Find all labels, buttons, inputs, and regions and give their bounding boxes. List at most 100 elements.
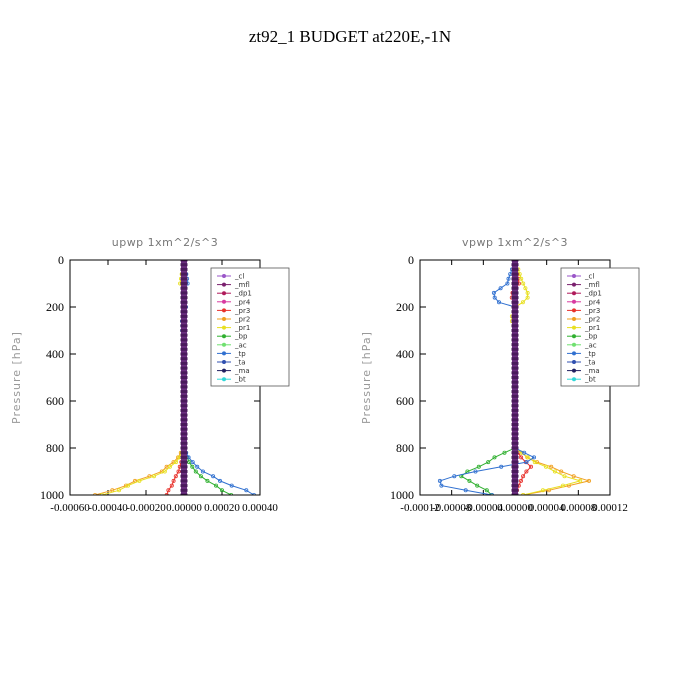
zero-series-marker — [180, 371, 188, 375]
x-tick-label: -0.00060 — [50, 502, 90, 514]
zero-series-marker — [511, 474, 519, 478]
legend-label: _pr4 — [584, 298, 601, 306]
y-tick-label: 0 — [58, 253, 64, 267]
series-line-pr2 — [94, 260, 185, 495]
legend-label: _pr2 — [584, 316, 600, 324]
series-point — [498, 286, 503, 291]
zero-series-marker — [180, 333, 188, 337]
series-point — [519, 276, 524, 281]
series-point — [561, 483, 566, 488]
zero-series-marker — [180, 338, 188, 342]
legend-swatch-marker — [572, 291, 576, 296]
zero-series-marker — [180, 470, 188, 473]
legend-label: _pr3 — [584, 307, 600, 315]
legend: _cl_mfl_dp1_pr4_pr3_pr2_pr1_bp_ac_tp_ta_… — [560, 267, 640, 387]
series-point — [217, 478, 222, 483]
y-tick-label: 200 — [46, 300, 64, 314]
series-point — [476, 464, 481, 469]
zero-series-marker — [511, 267, 519, 271]
zero-series-marker — [511, 286, 519, 290]
legend-label: _pr1 — [584, 324, 600, 332]
zero-series-marker — [180, 314, 188, 318]
series-markers-pr1 — [100, 262, 188, 495]
x-tick-label: 0.00004 — [529, 502, 565, 514]
series-markers-pr2 — [519, 450, 592, 495]
series-point — [198, 474, 203, 479]
legend-label: _bt — [584, 376, 596, 384]
zero-series-marker — [180, 291, 188, 295]
legend-swatch-marker — [222, 317, 226, 321]
zero-series-marker — [511, 357, 519, 361]
zero-series-marker — [180, 394, 188, 398]
series-point — [213, 483, 218, 488]
legend-label: _pr4 — [234, 298, 251, 306]
zero-series-marker — [511, 272, 519, 276]
zero-series-marker — [511, 479, 519, 483]
x-tick-label: -0.00012 — [400, 502, 439, 514]
x-tick-label: -0.00020 — [126, 502, 166, 514]
series-point — [587, 478, 592, 483]
zero-series-marker — [511, 319, 519, 323]
legend-swatch-marker — [572, 317, 576, 321]
legend-swatch-marker — [572, 274, 576, 278]
zero-series-marker — [511, 446, 519, 450]
series-point — [525, 455, 530, 460]
zero-series-marker — [180, 455, 188, 459]
series-point — [244, 488, 249, 493]
zero-series-marker — [511, 282, 519, 285]
zero-series-marker — [180, 272, 188, 276]
legend-label: _mfl — [234, 281, 250, 289]
legend-label: _dp1 — [584, 290, 602, 298]
series-point — [171, 478, 176, 483]
zero-series-marker — [511, 361, 519, 365]
y-tick-label: 800 — [396, 441, 414, 455]
legend-label: _bp — [584, 333, 598, 341]
legend-swatch-marker — [572, 308, 576, 313]
zero-series-marker — [511, 263, 519, 267]
legend-swatch-marker — [222, 351, 226, 356]
zero-series-marker — [180, 460, 188, 464]
series-point — [499, 464, 504, 469]
zero-series-marker — [511, 333, 519, 337]
y-tick-label: 600 — [46, 394, 64, 408]
series-point — [571, 474, 576, 479]
series-point — [219, 488, 224, 493]
series-point — [562, 474, 567, 479]
figure-title: zt92_1 BUDGET at220E,-1N — [249, 27, 451, 46]
series-point — [190, 464, 195, 469]
x-tick-label: -0.00040 — [88, 502, 128, 514]
zero-series-marker — [180, 319, 188, 323]
zero-series-marker — [180, 390, 188, 394]
series-line-bp — [460, 260, 516, 495]
zero-series-marker — [180, 484, 188, 488]
legend-swatch-marker — [572, 351, 576, 356]
legend-swatch-marker — [222, 299, 226, 304]
y-tick-label: 800 — [46, 441, 64, 455]
series-point — [205, 478, 210, 483]
zero-series-marker — [180, 474, 188, 478]
zero-series-marker — [511, 366, 519, 370]
series-point — [439, 483, 444, 488]
legend-swatch-marker — [572, 325, 576, 330]
x-tick-label: 0.00012 — [592, 502, 628, 514]
series-point — [475, 483, 480, 488]
zero-series-marker — [511, 390, 519, 394]
zero-series-marker — [511, 338, 519, 342]
legend-swatch-marker — [222, 325, 226, 330]
series-point — [549, 464, 554, 469]
series-point — [525, 295, 530, 300]
zero-series-marker — [511, 352, 519, 356]
zero-series-marker — [180, 277, 188, 281]
zero-series-marker — [511, 260, 519, 262]
x-tick-label: 0.00000 — [497, 502, 533, 514]
zero-series-marker — [180, 300, 188, 304]
legend-label: _cl — [584, 273, 594, 281]
series-point — [521, 281, 526, 286]
y-tick-label: 1000 — [390, 488, 414, 502]
x-tick-label: 0.00040 — [242, 502, 278, 514]
series-point — [540, 488, 545, 493]
legend-label: _ta — [584, 359, 596, 367]
legend-swatch-marker — [572, 334, 576, 339]
y-tick-label: 400 — [396, 347, 414, 361]
